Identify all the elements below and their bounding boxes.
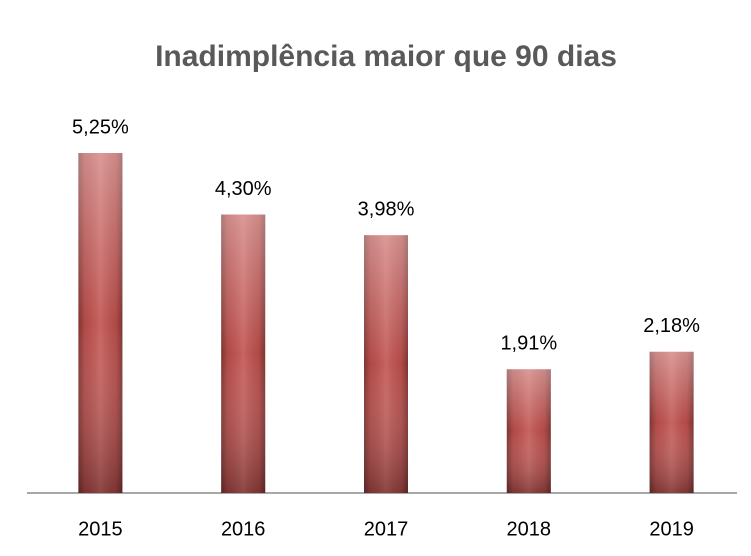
data-label: 3,98% — [358, 199, 415, 221]
x-tick-label: 2019 — [649, 518, 694, 540]
data-label: 4,30% — [215, 178, 272, 200]
bar-shine — [649, 351, 694, 493]
x-tick-label: 2018 — [507, 518, 552, 540]
data-label: 2,18% — [643, 315, 700, 337]
bar-shine — [506, 369, 551, 493]
x-tick-label: 2016 — [221, 518, 266, 540]
bar-shine — [364, 235, 408, 493]
bar-shine — [78, 153, 123, 493]
bar-shine — [221, 214, 266, 493]
data-label: 5,25% — [72, 116, 129, 138]
x-tick-label: 2015 — [78, 518, 123, 540]
data-label: 1,91% — [500, 333, 557, 355]
chart-title: Inadimplência maior que 90 dias — [155, 40, 617, 73]
x-tick-label: 2017 — [364, 518, 409, 540]
